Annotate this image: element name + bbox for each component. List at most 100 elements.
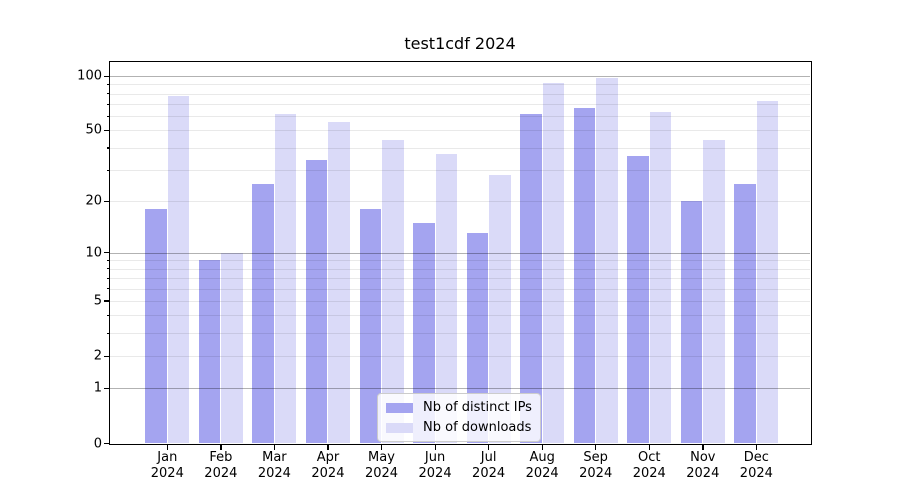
bar <box>520 113 542 444</box>
major-gridline <box>110 252 810 254</box>
x-tick-mark <box>702 445 704 450</box>
legend-swatch-distinct-ips <box>386 402 413 413</box>
minor-gridline <box>110 104 810 106</box>
minor-gridline <box>110 300 810 302</box>
bar <box>305 160 328 444</box>
minor-gridline <box>110 170 810 172</box>
y-tick-label: 1 <box>93 380 102 396</box>
x-tick-mark <box>488 445 490 450</box>
bar <box>489 175 511 444</box>
x-tick-mark <box>434 445 436 450</box>
legend-swatch-downloads <box>386 422 413 433</box>
y-minor-tick-mark <box>106 83 110 86</box>
minor-gridline <box>110 277 810 279</box>
x-tick-mark <box>648 445 651 450</box>
y-minor-tick-mark <box>106 288 110 290</box>
x-tick-label: Jan 2024 <box>150 449 184 481</box>
x-tick-label: Mar 2024 <box>257 449 291 481</box>
minor-gridline <box>110 268 810 270</box>
minor-gridline <box>110 116 810 118</box>
y-minor-tick-mark <box>106 314 110 317</box>
bar <box>627 155 649 444</box>
bar <box>435 153 458 444</box>
x-tick-label: Aug 2024 <box>525 449 559 481</box>
x-tick-mark <box>381 445 383 450</box>
x-tick-mark <box>166 445 169 450</box>
bar <box>542 82 565 444</box>
y-tick-label: 50 <box>85 122 102 138</box>
legend: Nb of distinct IPs Nb of downloads <box>377 393 541 442</box>
x-tick-label: Feb 2024 <box>204 449 238 481</box>
y-minor-tick-mark <box>106 93 110 95</box>
x-tick-label: May 2024 <box>364 449 399 481</box>
minor-gridline <box>110 288 810 290</box>
bar <box>703 140 725 444</box>
y-tick-label: 0 <box>93 436 102 451</box>
x-tick-label: Dec 2024 <box>739 449 773 481</box>
y-tick-mark <box>104 252 110 254</box>
y-tick-label: 5 <box>93 293 102 309</box>
bar <box>167 95 190 444</box>
bar <box>413 222 435 444</box>
y-minor-tick-mark <box>106 169 110 171</box>
y-minor-tick-mark <box>106 300 110 302</box>
x-tick-mark <box>541 445 543 450</box>
chart-title: test1cdf 2024 <box>404 34 516 53</box>
bar <box>328 121 350 444</box>
bar <box>680 201 703 444</box>
bar <box>573 107 596 444</box>
y-tick-mark <box>104 387 110 390</box>
y-minor-tick-mark <box>106 259 110 262</box>
y-minor-tick-mark <box>106 103 110 105</box>
bar <box>359 209 381 444</box>
legend-label-downloads: Nb of downloads <box>423 420 532 435</box>
y-tick-label: 100 <box>77 68 102 84</box>
x-tick-mark <box>327 445 329 450</box>
bar <box>756 100 779 444</box>
bar <box>382 140 404 444</box>
plot-frame <box>108 60 812 445</box>
y-tick-label: 20 <box>85 193 102 209</box>
y-minor-tick-mark <box>106 277 110 279</box>
bar <box>252 184 274 444</box>
x-tick-label: Jul 2024 <box>472 449 506 481</box>
x-tick-label: Jun 2024 <box>418 449 452 481</box>
minor-gridline <box>110 130 810 132</box>
major-gridline <box>110 388 810 390</box>
bar <box>198 260 221 444</box>
legend-row-downloads: Nb of downloads <box>386 420 532 435</box>
y-tick-label: 10 <box>85 245 102 261</box>
y-minor-tick-mark <box>106 200 110 202</box>
bar <box>274 113 297 444</box>
y-tick-mark <box>104 75 110 77</box>
bar <box>145 209 167 444</box>
bar <box>596 77 618 444</box>
minor-gridline <box>110 147 810 149</box>
y-minor-tick-mark <box>106 355 110 357</box>
x-tick-mark <box>273 445 276 450</box>
minor-gridline <box>110 333 810 335</box>
minor-gridline <box>110 84 810 86</box>
x-tick-mark <box>220 445 222 450</box>
x-tick-label: Apr 2024 <box>311 449 345 481</box>
y-minor-tick-mark <box>106 268 110 270</box>
bar <box>466 233 489 444</box>
y-minor-tick-mark <box>106 130 110 132</box>
y-tick-mark <box>104 443 110 445</box>
legend-row-distinct-ips: Nb of distinct IPs <box>386 400 532 415</box>
y-minor-tick-mark <box>106 332 110 334</box>
x-tick-mark <box>595 445 597 450</box>
minor-gridline <box>110 315 810 317</box>
y-minor-tick-mark <box>106 147 110 149</box>
legend-label-distinct-ips: Nb of distinct IPs <box>423 400 532 415</box>
minor-gridline <box>110 93 810 95</box>
major-gridline <box>110 76 810 77</box>
minor-gridline <box>110 356 810 358</box>
x-tick-mark <box>755 445 758 450</box>
x-tick-label: Nov 2024 <box>686 449 720 481</box>
x-tick-label: Oct 2024 <box>632 449 666 481</box>
y-tick-label: 2 <box>93 348 102 364</box>
minor-gridline <box>110 201 810 203</box>
x-tick-label: Sep 2024 <box>579 449 613 481</box>
